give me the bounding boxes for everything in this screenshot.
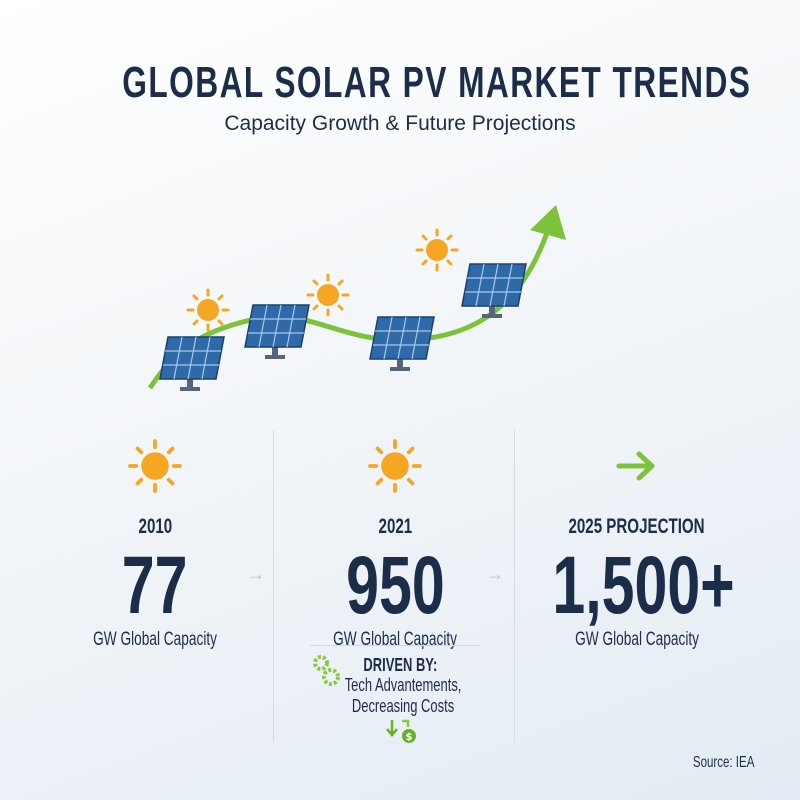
sun-icon <box>368 439 422 493</box>
gears-icon <box>313 655 340 686</box>
year-label: 2021 <box>378 515 412 538</box>
page-title: GLOBAL SOLAR PV MARKET TRENDS <box>122 58 752 107</box>
separator-arrow-icon: → <box>486 564 504 584</box>
arrow-right-icon <box>616 451 655 481</box>
cost-decrease-icon: $ <box>386 719 416 743</box>
drivers-heading: DRIVEN BY: <box>363 655 437 675</box>
solar-panel-icon <box>461 263 527 319</box>
solar-panel-icon <box>244 304 310 360</box>
capacity-caption: GW Global Capacity <box>333 629 457 650</box>
capacity-value: 77 <box>122 540 188 631</box>
capacity-value: 1,500+ <box>552 540 735 631</box>
solar-panel-icon <box>159 336 225 392</box>
separator-arrow-icon: → <box>247 564 265 584</box>
source-note: Source: IEA <box>692 754 754 771</box>
capacity-caption: GW Global Capacity <box>575 629 699 650</box>
stat-column-2021: 2021 950 GW Global Capacity <box>275 430 515 651</box>
sun-icon <box>306 273 350 317</box>
drivers-divider <box>310 645 480 646</box>
sun-icon <box>186 288 230 332</box>
year-label: 2025 PROJECTION <box>568 515 706 538</box>
sun-icon <box>128 439 182 493</box>
growth-illustration <box>147 205 566 392</box>
column-divider <box>273 430 274 742</box>
growth-arrowhead <box>530 205 566 240</box>
capacity-value: 950 <box>345 540 445 631</box>
page-subtitle: Capacity Growth & Future Projections <box>224 112 576 135</box>
svg-text:$: $ <box>406 732 413 743</box>
sun-icon <box>415 228 459 272</box>
drivers-text: Tech Advantements, Decreasing Costs <box>344 675 462 716</box>
column-divider <box>514 430 515 742</box>
solar-panel-icon <box>369 316 435 372</box>
year-label: 2010 <box>138 515 172 538</box>
stat-column-2010: 2010 77 GW Global Capacity <box>35 430 275 651</box>
capacity-caption: GW Global Capacity <box>93 629 217 650</box>
stat-column-2025: 2025 PROJECTION 1,500+ GW Global Capacit… <box>517 430 757 651</box>
